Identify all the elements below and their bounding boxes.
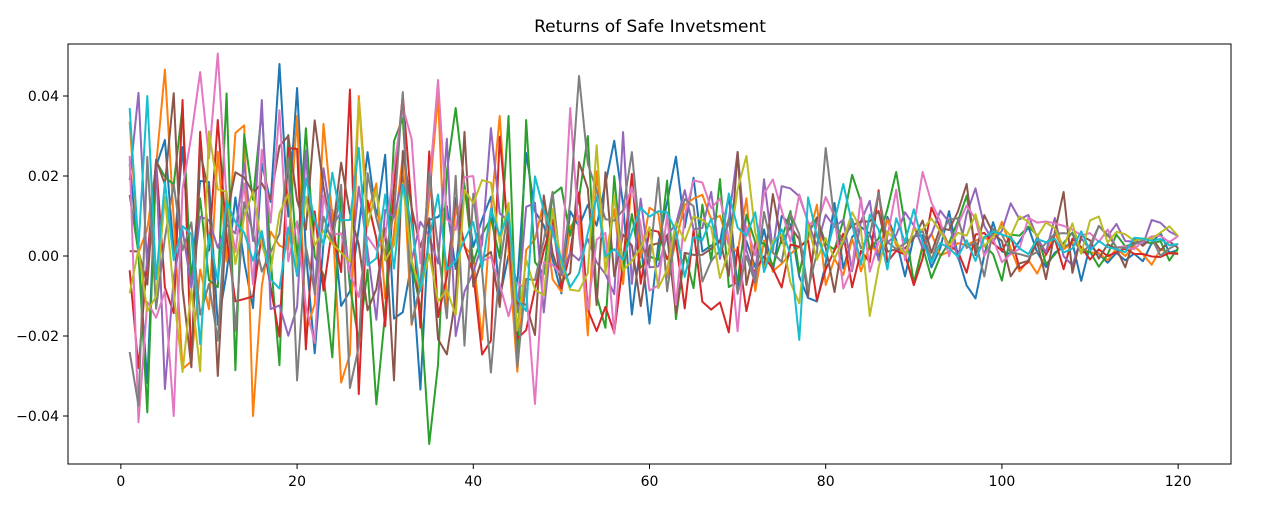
series-line-6 — [129, 92, 1179, 382]
x-tick-label: 40 — [464, 474, 482, 490]
y-tick-label: 0.00 — [28, 249, 59, 265]
y-tick-label: 0.04 — [28, 89, 59, 105]
x-tick-label: 60 — [641, 474, 659, 490]
plot-frame — [67, 43, 1232, 465]
y-tick-label: −0.02 — [16, 329, 59, 345]
y-tick-label: −0.04 — [16, 409, 59, 425]
series-line-10 — [128, 95, 1179, 345]
y-tick-label: 0.02 — [28, 169, 59, 185]
series-line-8 — [128, 75, 1179, 407]
series-line-9 — [128, 99, 1179, 373]
y-axis: −0.04 −0.02 0.00 0.02 0.04 — [16, 89, 68, 425]
x-axis: 0 20 40 60 80 100 120 — [116, 464, 1192, 490]
x-tick-label: 0 — [116, 474, 125, 490]
plot-area — [128, 52, 1179, 445]
x-tick-label: 120 — [1165, 474, 1192, 490]
chart-title: Returns of Safe Invetsment — [534, 17, 766, 37]
x-tick-label: 100 — [989, 474, 1016, 490]
x-tick-label: 20 — [288, 474, 306, 490]
x-tick-label: 80 — [817, 474, 835, 490]
series-line-7 — [128, 52, 1179, 424]
